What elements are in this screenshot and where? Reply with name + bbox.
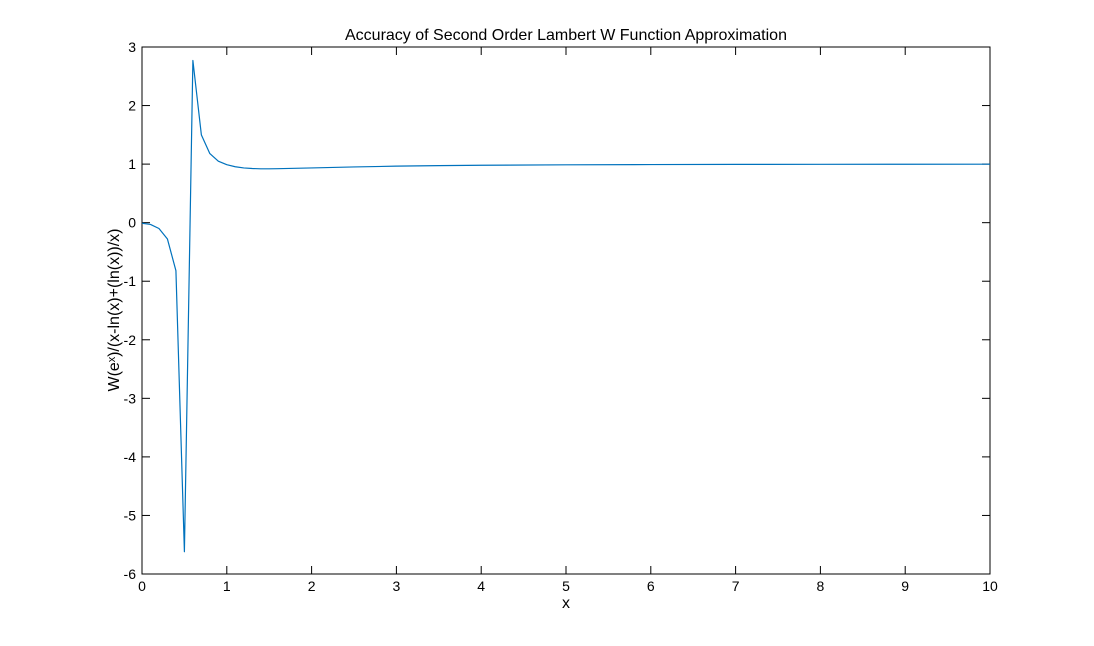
x-tick-label: 8: [817, 578, 825, 594]
x-tick-label: 1: [223, 578, 231, 594]
y-axis-label: W(eˣ)/(x-ln(x)+(ln(x))/x): [106, 229, 123, 392]
y-tick-label: 0: [128, 215, 136, 231]
x-tick-label: 10: [982, 578, 998, 594]
x-tick-label: 7: [732, 578, 740, 594]
chart-title: Accuracy of Second Order Lambert W Funct…: [345, 27, 787, 44]
x-tick-label: 2: [308, 578, 316, 594]
y-tick-label: -6: [124, 566, 137, 582]
x-tick-label: 3: [393, 578, 401, 594]
plot-frame: [141, 46, 991, 575]
x-tick-label: 4: [477, 578, 485, 594]
y-tick-label: -2: [124, 332, 137, 348]
y-tick-label: -1: [124, 273, 137, 289]
y-tick-label: 3: [128, 39, 136, 55]
y-tick-label: -3: [124, 390, 137, 406]
x-tick-label: 9: [901, 578, 909, 594]
y-tick-label: 1: [128, 156, 136, 172]
x-tick-label: 0: [138, 578, 146, 594]
series-line: [141, 59, 991, 553]
y-tick-label: -5: [124, 507, 137, 523]
x-tick-label: 6: [647, 578, 655, 594]
y-tick-label: -4: [124, 449, 137, 465]
y-tick-label: 2: [128, 98, 136, 114]
x-tick-label: 5: [562, 578, 570, 594]
x-axis-label: x: [562, 595, 570, 612]
